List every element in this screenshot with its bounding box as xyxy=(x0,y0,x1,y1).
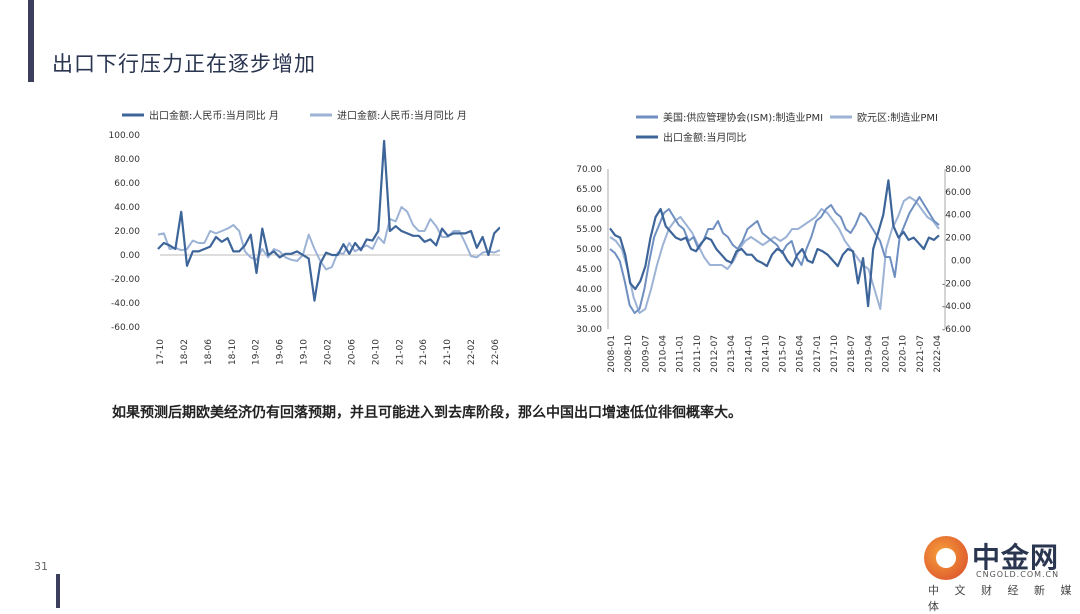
x-tick-label-13: 2017-10 xyxy=(830,335,840,373)
x-tick-label-5: 2019-06 xyxy=(276,339,286,365)
x-tick-label-7: 2020-02 xyxy=(324,339,334,365)
x-tick-label-14: 2022-06 xyxy=(491,339,500,365)
chart-pmi-export: 美国:供应管理协会(ISM):制造业PMI 欧元区:制造业PMI 出口金额:当月同比… xyxy=(576,111,971,373)
y-right-tick-label-2: 40.00 xyxy=(945,211,971,221)
x-tick-label-12: 2021-10 xyxy=(443,339,453,365)
x-tick-label-3: 2018-10 xyxy=(228,339,238,365)
x-tick-label-19: 2022-04 xyxy=(933,335,943,373)
x-tick-label-11: 2021-06 xyxy=(419,339,429,365)
chart-china-trade: 出口金额:人民币:当月同比 月 进口金额:人民币:当月同比 月 100.00 80.0… xyxy=(109,109,500,365)
y-tick-label-3: 40.00 xyxy=(114,203,140,213)
x-tick-label-12: 2017-01 xyxy=(813,335,823,373)
y-tick-label-6: -20.00 xyxy=(111,275,140,285)
y-left-tick-label-5: 45.00 xyxy=(576,265,602,275)
y-left-tick-label-1: 65.00 xyxy=(576,185,602,195)
y-right-tick-label-3: 20.00 xyxy=(945,234,971,244)
series-export-line xyxy=(157,139,500,302)
y-left-tick-label-0: 70.00 xyxy=(576,165,602,175)
x-tick-label-0: 2017-10 xyxy=(156,339,166,365)
y-right-tick-label-0: 80.00 xyxy=(945,165,971,175)
x-tick-label-3: 2010-04 xyxy=(658,335,668,373)
x-tick-label-17: 2020-10 xyxy=(899,335,909,373)
y-tick-label-4: 20.00 xyxy=(114,227,140,237)
y-tick-label-1: 80.00 xyxy=(114,155,140,165)
x-tick-label-1: 2008-10 xyxy=(624,335,634,373)
x-tick-label-0: 2008-01 xyxy=(607,335,617,373)
y-tick-label-7: -40.00 xyxy=(111,299,140,309)
x-tick-label-8: 2014-01 xyxy=(744,335,754,373)
x-tick-label-8: 2020-06 xyxy=(347,339,357,365)
y-left-tick-label-7: 35.00 xyxy=(576,305,602,315)
legend-label-0: 出口金额:人民币:当月同比 月 xyxy=(149,109,279,122)
y-tick-label-8: -60.00 xyxy=(111,323,140,333)
series-us-ism-pmi-line xyxy=(609,196,940,314)
series-export-yoy-line xyxy=(609,179,940,308)
footer-accent-bar xyxy=(56,574,60,608)
y-left-tick-label-6: 40.00 xyxy=(576,285,602,295)
x-tick-label-9: 2020-10 xyxy=(371,339,381,365)
slide-caption: 如果预测后期欧美经济仍有回落预期，并且可能进入到去库阶段，那么中国出口增速低位徘… xyxy=(112,405,742,421)
y-left-tick-label-2: 60.00 xyxy=(576,205,602,215)
x-tick-label-6: 2012-07 xyxy=(710,335,720,373)
x-tick-label-11: 2016-04 xyxy=(796,335,806,373)
y-right-tick-label-6: -40.00 xyxy=(942,302,971,312)
x-tick-label-16: 2020-01 xyxy=(882,335,892,373)
x-tick-label-6: 2019-10 xyxy=(300,339,310,365)
x-tick-label-18: 2021-07 xyxy=(916,335,926,373)
y-right-tick-label-1: 60.00 xyxy=(945,188,971,198)
y-right-tick-label-5: -20.00 xyxy=(942,279,971,289)
y-right-tick-label-4: 0.00 xyxy=(951,256,971,266)
logo-tagline: 中 文 财 经 新 媒 体 xyxy=(928,584,1078,613)
y-right-tick-label-7: -60.00 xyxy=(942,325,971,335)
legend-label-1: 欧元区:制造业PMI xyxy=(857,111,938,124)
series-import-line xyxy=(157,206,500,271)
x-tick-label-9: 2014-10 xyxy=(761,335,771,373)
y-tick-label-5: 0.00 xyxy=(120,251,140,261)
logo-name: 中金网 xyxy=(972,541,1060,574)
x-tick-label-14: 2018-07 xyxy=(847,335,857,373)
title-accent-bar xyxy=(28,0,34,82)
x-tick-label-2: 2018-06 xyxy=(204,339,214,365)
legend-label-0: 美国:供应管理协会(ISM):制造业PMI xyxy=(663,111,823,124)
x-tick-label-1: 2018-02 xyxy=(180,339,190,365)
legend-label-1: 进口金额:人民币:当月同比 月 xyxy=(337,109,467,122)
x-tick-label-2: 2009-07 xyxy=(641,335,651,373)
page-title: 出口下行压力正在逐步增加 xyxy=(52,52,316,76)
y-tick-label-0: 100.00 xyxy=(109,131,141,141)
x-tick-label-15: 2019-04 xyxy=(864,335,874,373)
x-tick-label-10: 2021-02 xyxy=(395,339,405,365)
x-tick-label-4: 2019-02 xyxy=(252,339,262,365)
x-tick-label-7: 2013-04 xyxy=(727,335,737,373)
y-left-tick-label-4: 50.00 xyxy=(576,245,602,255)
x-tick-label-5: 2011-10 xyxy=(693,335,703,373)
legend-label-2: 出口金额:当月同比 xyxy=(663,131,746,144)
logo-mark-inner xyxy=(936,548,956,568)
x-tick-label-10: 2015-07 xyxy=(779,335,789,373)
page-number: 31 xyxy=(34,560,48,573)
y-tick-label-2: 60.00 xyxy=(114,179,140,189)
x-tick-label-4: 2011-01 xyxy=(676,335,686,373)
series-euro-pmi-line xyxy=(609,196,940,314)
y-left-tick-label-8: 30.00 xyxy=(576,325,602,335)
y-left-tick-label-3: 55.00 xyxy=(576,225,602,235)
x-tick-label-13: 2022-02 xyxy=(467,339,477,365)
logo-domain: CNGOLD.COM.CN xyxy=(976,570,1060,579)
